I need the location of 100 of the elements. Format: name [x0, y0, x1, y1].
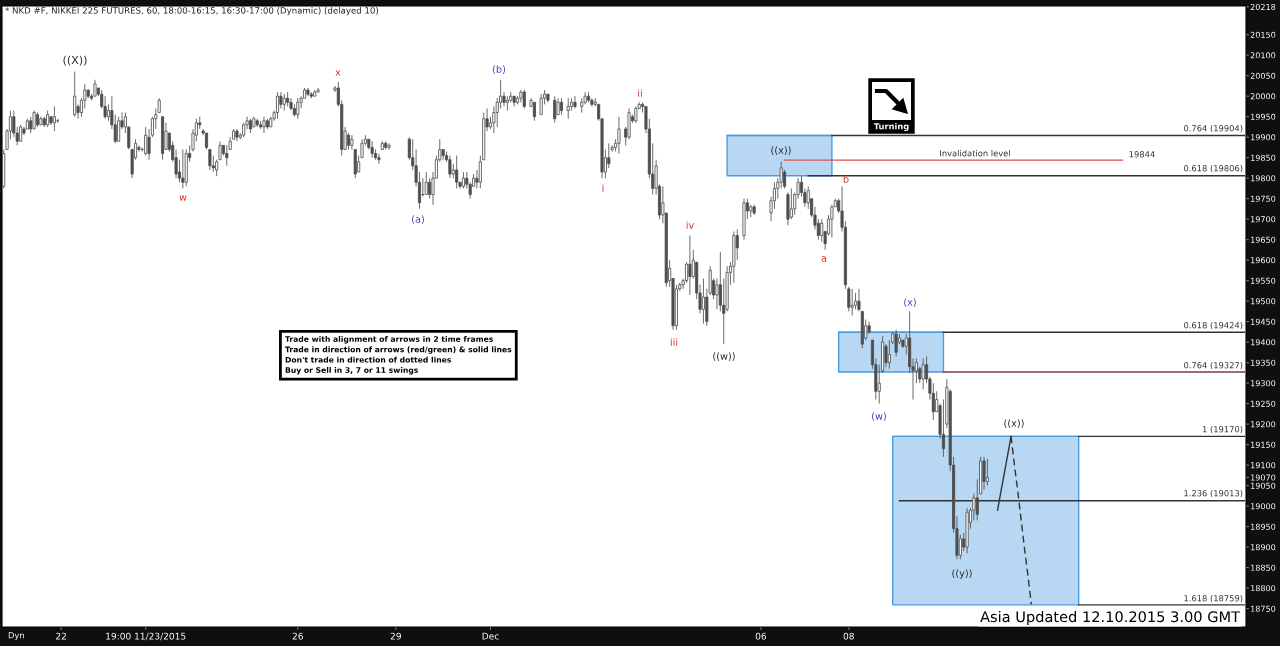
- candlestick: [306, 87, 310, 97]
- candlestick: [259, 120, 263, 130]
- annotation: Asia Updated 12.10.2015 3.00 GMT: [980, 610, 1241, 626]
- annotation: 1.236 (19013): [1184, 489, 1243, 498]
- annotation: ((X)): [63, 55, 87, 66]
- y-tick-label: 19900: [1251, 134, 1276, 141]
- y-tick-label: 18750: [1251, 605, 1276, 612]
- candlestick: [732, 231, 736, 284]
- candlestick: [566, 97, 570, 120]
- candlestick: [559, 97, 563, 116]
- annotation: a: [821, 256, 827, 262]
- annotation: b: [843, 175, 849, 183]
- annotation: x: [335, 70, 341, 76]
- annotation: iii: [670, 338, 678, 346]
- x-tick-label: 29: [390, 632, 401, 640]
- y-tick-label: 19750: [1251, 195, 1276, 202]
- candlestick: [752, 204, 756, 216]
- candlestick: [461, 171, 465, 189]
- candlestick: [353, 149, 357, 179]
- candlestick: [742, 198, 746, 241]
- y-tick-label: 20000: [1250, 93, 1276, 100]
- annotation: i: [602, 184, 604, 192]
- candlestick: [586, 91, 591, 103]
- y-tick-label: 20218: [1250, 3, 1276, 10]
- candlestick: [857, 288, 861, 312]
- x-tick-label: 08: [843, 632, 854, 640]
- candlestick: [786, 192, 790, 226]
- annotation: ((w)): [713, 352, 735, 361]
- y-tick-label: 19100: [1251, 462, 1276, 469]
- annotation: 0.618 (19806): [1184, 164, 1243, 173]
- candlestick: [265, 118, 269, 130]
- candlestick: [161, 116, 165, 161]
- annotation: 19844: [1129, 151, 1155, 158]
- candlestick: [46, 110, 50, 128]
- candlestick: [546, 93, 550, 103]
- chart-title: * NKD #F, NIKKEI 225 FUTURES, 60, 18:00-16:15, 16:30-17:00 (Dynamic) (delayed 10): [5, 7, 379, 16]
- candlestick: [982, 456, 986, 491]
- candlestick: [448, 155, 452, 179]
- y-tick-label: 19450: [1251, 318, 1276, 325]
- x-tick-label: 26: [292, 632, 303, 640]
- candlestick: [350, 134, 354, 150]
- y-tick-label: 19050: [1251, 482, 1276, 489]
- annotation: ((x)): [771, 146, 791, 155]
- candlestick: [282, 93, 286, 111]
- candlestick: [553, 95, 557, 124]
- annotation: w: [179, 195, 187, 201]
- y-tick-label: 19200: [1251, 421, 1276, 428]
- candlestick: [966, 507, 968, 554]
- y-tick-label: 19250: [1251, 400, 1276, 407]
- candlestick: [377, 153, 381, 165]
- annotation: Invalidation level: [940, 149, 1010, 157]
- candlestick: [522, 89, 526, 109]
- candlestick: [262, 116, 266, 134]
- y-tick-label: 19950: [1251, 113, 1276, 120]
- y-tick-label: 19650: [1251, 236, 1276, 243]
- y-tick-label: 18900: [1251, 544, 1276, 551]
- y-tick-label: 19070: [1251, 474, 1276, 481]
- candlestick: [617, 116, 621, 154]
- y-tick-label: 19000: [1251, 503, 1276, 510]
- y-tick-label: 19500: [1251, 298, 1276, 305]
- candlestick: [204, 132, 209, 150]
- y-tick-label: 19800: [1251, 175, 1276, 182]
- y-tick-label: 19600: [1251, 257, 1276, 264]
- x-tick-label: Dec: [482, 632, 499, 640]
- candlestick: [573, 95, 577, 109]
- annotation: Turning: [873, 122, 909, 132]
- candlestick: [52, 106, 56, 132]
- candlestick: [370, 140, 374, 159]
- candlestick: [215, 159, 219, 177]
- candlestick: [39, 116, 43, 126]
- candlestick: [634, 106, 638, 124]
- y-tick-label: 19700: [1251, 216, 1276, 223]
- candlestick: [313, 89, 317, 97]
- candlestick: [218, 140, 222, 161]
- annotation: iv: [686, 221, 694, 229]
- candlestick: [985, 458, 989, 486]
- x-tick-label: 22: [56, 632, 66, 640]
- candlestick: [539, 93, 543, 116]
- candlestick: [894, 329, 898, 357]
- annotation: (w): [872, 412, 886, 421]
- y-tick-label: 18850: [1251, 564, 1276, 571]
- candlestick: [296, 97, 300, 120]
- candlestick: [184, 149, 188, 187]
- candlestick: [688, 235, 692, 296]
- candlestick: [860, 310, 864, 349]
- candlestick: [505, 95, 509, 111]
- y-tick-label: 19300: [1251, 380, 1276, 387]
- candlestick: [208, 149, 212, 171]
- candlestick: [35, 112, 40, 128]
- candlestick: [384, 140, 388, 150]
- candlestick: [286, 91, 290, 107]
- y-tick-label: 19850: [1251, 154, 1276, 161]
- annotation: ((x)): [1004, 419, 1024, 428]
- candlestick: [144, 126, 148, 157]
- annotation: (a): [412, 215, 424, 224]
- candlestick: [19, 124, 23, 142]
- annotation: 0.618 (19424): [1184, 321, 1243, 330]
- candlestick: [117, 116, 121, 142]
- x-tick-label: 19:00 11/23/2015: [106, 632, 186, 641]
- y-tick-label: 18950: [1251, 523, 1276, 530]
